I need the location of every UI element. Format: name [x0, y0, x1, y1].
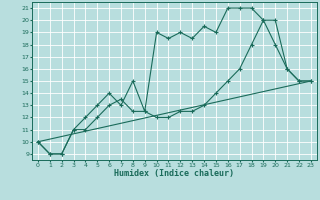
X-axis label: Humidex (Indice chaleur): Humidex (Indice chaleur)	[115, 169, 234, 178]
